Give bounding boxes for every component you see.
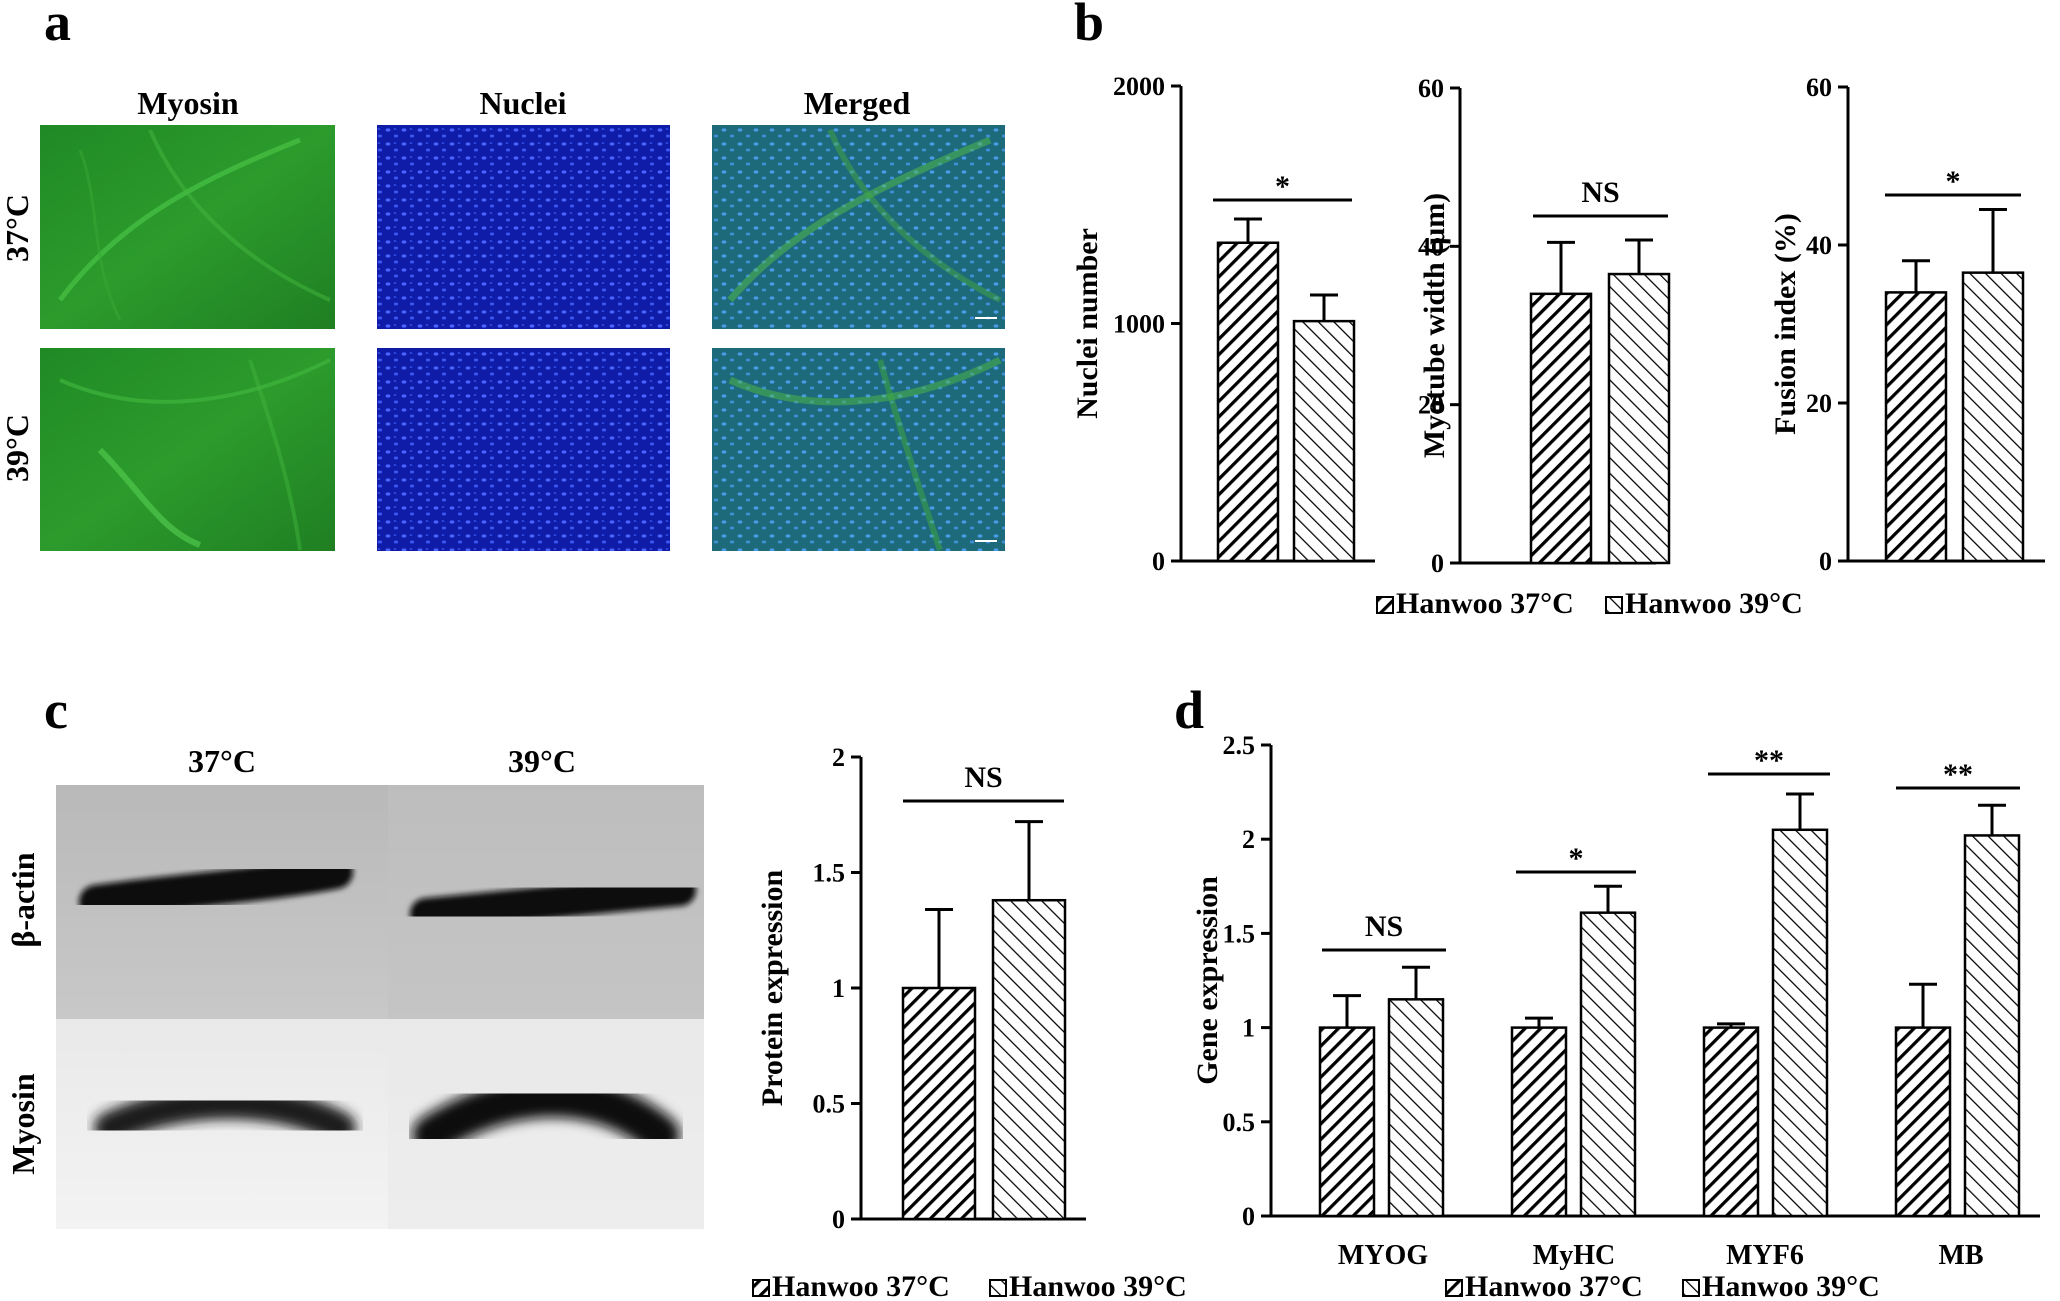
- legend-label-39c: Hanwoo 39°C: [1009, 1270, 1187, 1301]
- y-tick-label: 0: [832, 1205, 845, 1234]
- chart-nuclei-number: 0 1000 2000 Nuclei number *: [1071, 72, 1375, 576]
- bar-39c: [1961, 271, 2025, 563]
- bar-39c: [1607, 272, 1671, 565]
- x-category-label: MYOG: [1338, 1240, 1428, 1271]
- y-tick-label: 1.5: [1223, 919, 1256, 948]
- panel-letter-d: d: [1174, 680, 1204, 740]
- bar-37c: [1510, 1026, 1568, 1218]
- bar-39c: [1387, 998, 1445, 1218]
- x-category-label: MYF6: [1726, 1240, 1804, 1271]
- y-tick-label: 0: [1242, 1202, 1255, 1231]
- y-tick-label: 1000: [1113, 310, 1165, 339]
- significance-label: **: [1943, 758, 1973, 791]
- legend-label-39c: Hanwoo 39°C: [1702, 1270, 1880, 1301]
- chart-protein-expression: 0 0.5 1 1.5 2 Protein expression NS: [756, 743, 1086, 1234]
- y-tick-label: 20: [1806, 389, 1832, 418]
- column-title-myosin: Myosin: [137, 85, 239, 121]
- y-axis-label: Gene expression: [1191, 876, 1224, 1085]
- lane-label-37c: 37°C: [188, 743, 256, 779]
- y-axis-label: Fusion index (%): [1769, 213, 1802, 435]
- bar-37c: [1702, 1026, 1760, 1218]
- row-label-39c: 39°C: [0, 414, 35, 482]
- panel-letter-b: b: [1074, 0, 1104, 52]
- legend-label-37c: Hanwoo 37°C: [1396, 587, 1574, 620]
- bar-39c: [1771, 828, 1829, 1218]
- y-tick-label: 40: [1806, 231, 1832, 260]
- significance-label: *: [1946, 165, 1961, 198]
- legend-swatch-37c: [1445, 1279, 1463, 1297]
- bar-37c: [1884, 291, 1948, 563]
- legend-swatch-39c: [989, 1279, 1007, 1297]
- legend-label-37c: Hanwoo 37°C: [1465, 1270, 1643, 1301]
- legend-swatch-39c: [1605, 596, 1623, 614]
- y-tick-label: 0: [1431, 549, 1444, 578]
- y-axis-label: Protein expression: [756, 869, 789, 1106]
- x-category-label: MB: [1938, 1240, 1983, 1271]
- bar-37c: [901, 986, 977, 1221]
- y-tick-label: 2.5: [1223, 731, 1256, 760]
- y-tick-label: 0.5: [813, 1090, 846, 1119]
- y-tick-label: 40: [1418, 232, 1444, 261]
- y-tick-label: 0.5: [1223, 1108, 1256, 1137]
- significance-label: NS: [964, 761, 1002, 794]
- micrograph-myosin-37c: [40, 125, 335, 329]
- legend-swatch-37c: [1376, 596, 1394, 614]
- micrograph-myosin-39c: [40, 348, 335, 551]
- western-blot-beta-actin: [56, 785, 704, 1019]
- y-tick-label: 20: [1418, 391, 1444, 420]
- western-blot-myosin: [56, 1019, 704, 1229]
- micrograph-nuclei-39c: [377, 348, 670, 551]
- micrograph-merged-39c: [712, 348, 1005, 551]
- panel-letter-c: c: [44, 680, 68, 740]
- band-label-beta-actin: β-actin: [5, 852, 41, 947]
- significance-label: NS: [1581, 176, 1619, 209]
- micrograph-nuclei-37c: [377, 125, 670, 329]
- legend-c: Hanwoo 37°C Hanwoo 39°C: [752, 1270, 1187, 1301]
- significance-label: **: [1754, 744, 1784, 777]
- y-tick-label: 1: [1242, 1014, 1255, 1043]
- row-label-37c: 37°C: [0, 194, 35, 262]
- chart-gene-expression: 0 0.5 1 1.5 2 2.5 Gene expression NS MYOG * MyHC **…: [1191, 731, 2040, 1271]
- y-axis-label: Myotube width (μm): [1418, 193, 1451, 458]
- panel-letter-a: a: [44, 0, 71, 52]
- bar-37c: [1529, 292, 1593, 565]
- legend-label-37c: Hanwoo 37°C: [772, 1270, 950, 1301]
- column-title-nuclei: Nuclei: [479, 85, 566, 121]
- bar-39c: [1292, 319, 1356, 563]
- y-tick-label: 1.5: [813, 859, 846, 888]
- significance-label: *: [1569, 842, 1584, 875]
- legend-d: Hanwoo 37°C Hanwoo 39°C: [1445, 1270, 1880, 1301]
- significance-label: *: [1275, 170, 1290, 203]
- micrograph-merged-37c: [712, 125, 1005, 329]
- y-tick-label: 2: [1242, 825, 1255, 854]
- band-label-myosin: Myosin: [5, 1073, 41, 1175]
- bar-37c: [1216, 241, 1280, 563]
- y-tick-label: 0: [1819, 547, 1832, 576]
- y-tick-label: 0: [1152, 547, 1165, 576]
- y-tick-label: 60: [1806, 73, 1832, 102]
- bar-37c: [1318, 1026, 1376, 1218]
- bar-39c: [1963, 834, 2021, 1218]
- bar-39c: [991, 898, 1067, 1221]
- y-tick-label: 2000: [1113, 72, 1165, 101]
- chart-fusion-index: 0 20 40 60 Fusion index (%) *: [1769, 73, 2045, 576]
- y-tick-label: 2: [832, 743, 845, 772]
- bar-37c: [1894, 1026, 1952, 1218]
- chart-myotube-width: 0 20 40 60 Myotube width (μm) NS: [1418, 74, 1671, 578]
- legend-b: Hanwoo 37°C Hanwoo 39°C: [1376, 587, 1803, 620]
- column-title-merged: Merged: [804, 85, 911, 121]
- y-tick-label: 60: [1418, 74, 1444, 103]
- legend-swatch-37c: [752, 1279, 770, 1297]
- y-axis-label: Nuclei number: [1071, 228, 1104, 419]
- lane-label-39c: 39°C: [508, 743, 576, 779]
- y-tick-label: 1: [832, 974, 845, 1003]
- bar-39c: [1579, 911, 1637, 1218]
- legend-swatch-39c: [1682, 1279, 1700, 1297]
- x-category-label: MyHC: [1533, 1240, 1615, 1271]
- legend-label-39c: Hanwoo 39°C: [1625, 587, 1803, 620]
- significance-label: NS: [1365, 910, 1403, 943]
